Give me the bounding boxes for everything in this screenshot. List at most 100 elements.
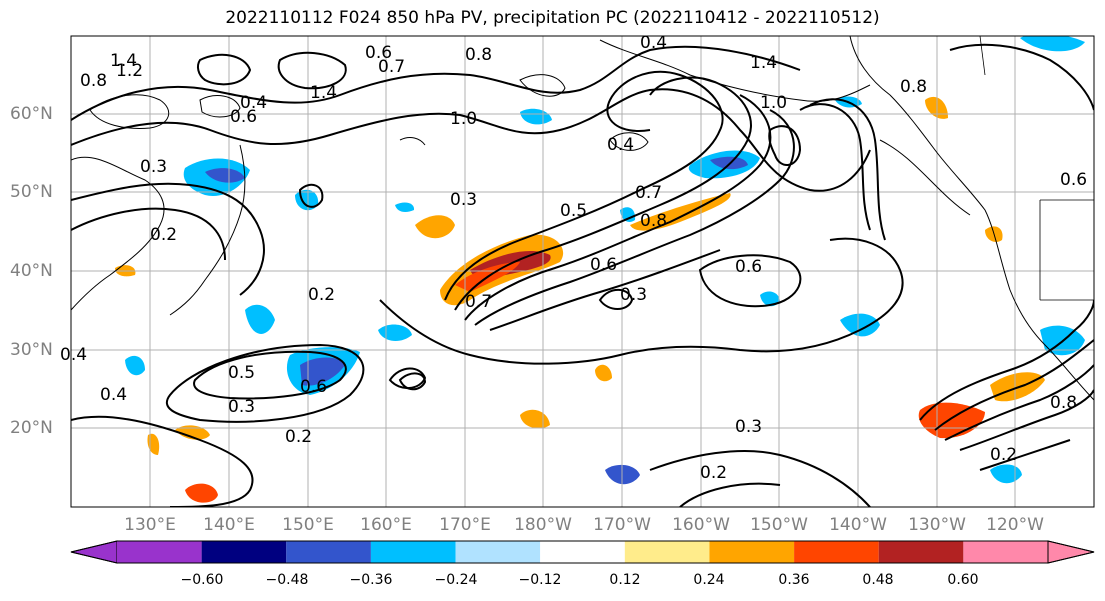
contour-label: 0.4: [640, 33, 667, 53]
pv-contour: [799, 103, 871, 231]
precip-negative-core: [300, 357, 345, 386]
contour-label: 0.7: [465, 292, 492, 312]
contour-label: 0.3: [620, 285, 647, 305]
pv-contour: [934, 339, 1094, 431]
pv-contour: [71, 182, 265, 296]
precip-positive-south: [185, 483, 218, 503]
pv-contour: [444, 70, 724, 301]
colorbar-tick: 0.60: [947, 572, 979, 588]
lon-label: 150°E: [282, 515, 334, 535]
colorbar: [70, 540, 1095, 564]
pv-contour: [679, 482, 781, 507]
colorbar-tick: −0.60: [180, 572, 224, 588]
lat-label: 20°N: [10, 418, 53, 438]
lon-label: 150°W: [750, 515, 808, 535]
contour-label: 0.8: [80, 71, 107, 91]
colorbar-segment: [624, 541, 710, 563]
contour-label: 0.2: [308, 285, 335, 305]
pv-contour: [454, 76, 752, 311]
contour-label: 0.3: [450, 190, 477, 210]
contour-label: 0.3: [228, 397, 255, 417]
contour-label: 0.4: [607, 135, 634, 155]
colorbar-tick: −0.48: [265, 572, 309, 588]
precip-negative-small: [125, 355, 145, 376]
lon-label: 160°W: [672, 515, 730, 535]
precip-positive-band: [630, 193, 731, 231]
lon-label: 140°E: [203, 515, 255, 535]
pv-contours-thin: [89, 74, 649, 151]
contour-label: 0.6: [230, 107, 257, 127]
pv-contour: [71, 415, 254, 507]
precip-negative-small: [245, 304, 275, 334]
precip-negative-north-core: [205, 168, 245, 183]
lon-label: 180°W: [514, 515, 572, 535]
pv-contour: [298, 183, 324, 208]
lon-label: 140°W: [829, 515, 887, 535]
contour-label: 1.4: [110, 51, 137, 71]
contour-label: 0.5: [560, 201, 587, 221]
contour-label: 0.5: [228, 363, 255, 383]
contour-label: 0.8: [900, 77, 927, 97]
precip-negative-small: [520, 108, 552, 125]
contour-label: 0.7: [635, 183, 662, 203]
pv-contour: [979, 439, 1071, 471]
lat-label: 40°N: [10, 261, 53, 281]
precip-negative-small: [395, 202, 415, 213]
contour-label: 0.6: [365, 43, 392, 63]
map-frame: [70, 35, 1095, 508]
colorbar-tick: −0.24: [434, 572, 478, 588]
pv-contour: [379, 237, 904, 365]
pv-contour: [768, 125, 802, 166]
colorbar-tick: 0.12: [609, 572, 641, 588]
pv-contour: [489, 249, 721, 331]
colorbar-tick: 0.24: [693, 572, 725, 588]
contour-label: 0.8: [640, 211, 667, 231]
contour-label: 0.6: [590, 255, 617, 275]
lat-label: 50°N: [10, 182, 53, 202]
colorbar-outline: [70, 540, 1095, 564]
contour-label: 1.4: [750, 53, 777, 73]
precip-positive-small: [595, 364, 612, 382]
precip-positive-blob: [415, 215, 455, 239]
contour-label: 0.2: [285, 427, 312, 447]
pv-contour: [165, 343, 365, 423]
contour-label: 0.6: [1060, 170, 1087, 190]
colorbar-segment: [286, 541, 371, 563]
colorbar-segment: [709, 541, 795, 563]
pv-contour: [698, 254, 802, 308]
precip-negative-small: [840, 313, 880, 337]
colorbar-tick: 0.48: [862, 572, 894, 588]
contour-label: 0.3: [735, 417, 762, 437]
contour-label: 0.2: [990, 445, 1017, 465]
pv-contour: [193, 350, 347, 400]
pv-contour: [277, 51, 347, 90]
contour-label: 1.2: [116, 61, 143, 81]
contour-label: 0.6: [735, 257, 762, 277]
pv-contour: [598, 288, 634, 310]
contour-label: 0.7: [378, 57, 405, 77]
colorbar-extend-max: [1047, 540, 1095, 564]
colorbar-tick: 0.36: [778, 572, 810, 588]
pv-contour: [649, 450, 871, 507]
pv-contour-thin: [89, 94, 170, 129]
contour-label: 0.2: [150, 225, 177, 245]
colorbar-segment: [963, 541, 1048, 563]
pv-contour-thin: [519, 74, 566, 97]
colorbar-extend-min: [70, 540, 118, 564]
lon-label: 170°W: [593, 515, 651, 535]
lon-label: 120°W: [986, 515, 1044, 535]
pv-contour: [949, 43, 1094, 111]
colorbar-segment: [878, 541, 964, 563]
lon-label: 130°W: [908, 515, 966, 535]
pv-contours: [71, 43, 1094, 507]
pv-contour-thin: [609, 132, 649, 151]
contour-label: 0.4: [240, 93, 267, 113]
pv-contour: [388, 367, 427, 389]
pv-contour: [919, 299, 1094, 421]
colorbar-segment: [117, 541, 202, 563]
contour-label: 0.2: [700, 463, 727, 483]
lat-label: 30°N: [10, 340, 53, 360]
precip-negative-small: [760, 291, 780, 307]
contour-label: 0.4: [100, 385, 127, 405]
precip-positive-west: [175, 425, 210, 440]
